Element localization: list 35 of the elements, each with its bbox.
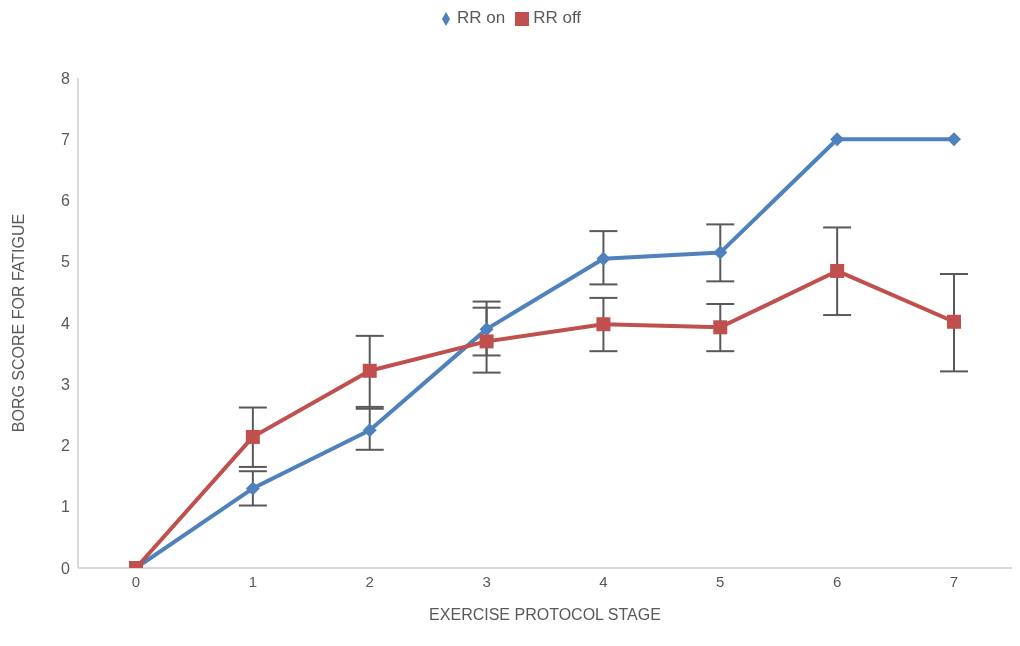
point: [947, 132, 961, 147]
point: [362, 423, 377, 438]
y-tick-label: 3: [61, 375, 71, 393]
point: [596, 317, 611, 332]
x-tick-label: 6: [832, 572, 842, 590]
legend-label: RR on: [456, 8, 506, 27]
legend-label: RR off: [533, 8, 582, 27]
point: [245, 429, 260, 444]
x-tick-label: 7: [949, 572, 959, 590]
x-tick-label: 4: [599, 572, 608, 590]
x-axis-title: EXERCISE PROTOCOL STAGE: [429, 606, 661, 623]
x-tick-label: 5: [716, 572, 725, 590]
y-tick-label: 2: [61, 437, 71, 455]
point: [713, 245, 728, 260]
point: [245, 481, 260, 496]
y-tick-label: 0: [61, 559, 71, 577]
point: [830, 263, 845, 278]
point: [713, 320, 728, 335]
x-tick-label: 0: [131, 572, 141, 590]
y-axis-title: BORG SCORE FOR FATIGUE: [9, 213, 27, 433]
y-tick-label: 7: [61, 130, 71, 148]
x-tick-label: 2: [365, 572, 374, 590]
x-tick-label: 1: [248, 572, 258, 590]
y-tick-label: 6: [61, 192, 71, 210]
point: [479, 322, 494, 337]
point: [479, 334, 494, 349]
point: [362, 363, 377, 378]
y-tick-label: 4: [61, 314, 71, 332]
y-tick-label: 1: [61, 498, 71, 516]
point: [947, 314, 961, 329]
point: [830, 132, 845, 147]
y-tick-label: 8: [61, 69, 71, 87]
y-tick-label: 5: [61, 253, 71, 271]
x-tick-label: 3: [482, 572, 491, 590]
point: [596, 251, 611, 266]
